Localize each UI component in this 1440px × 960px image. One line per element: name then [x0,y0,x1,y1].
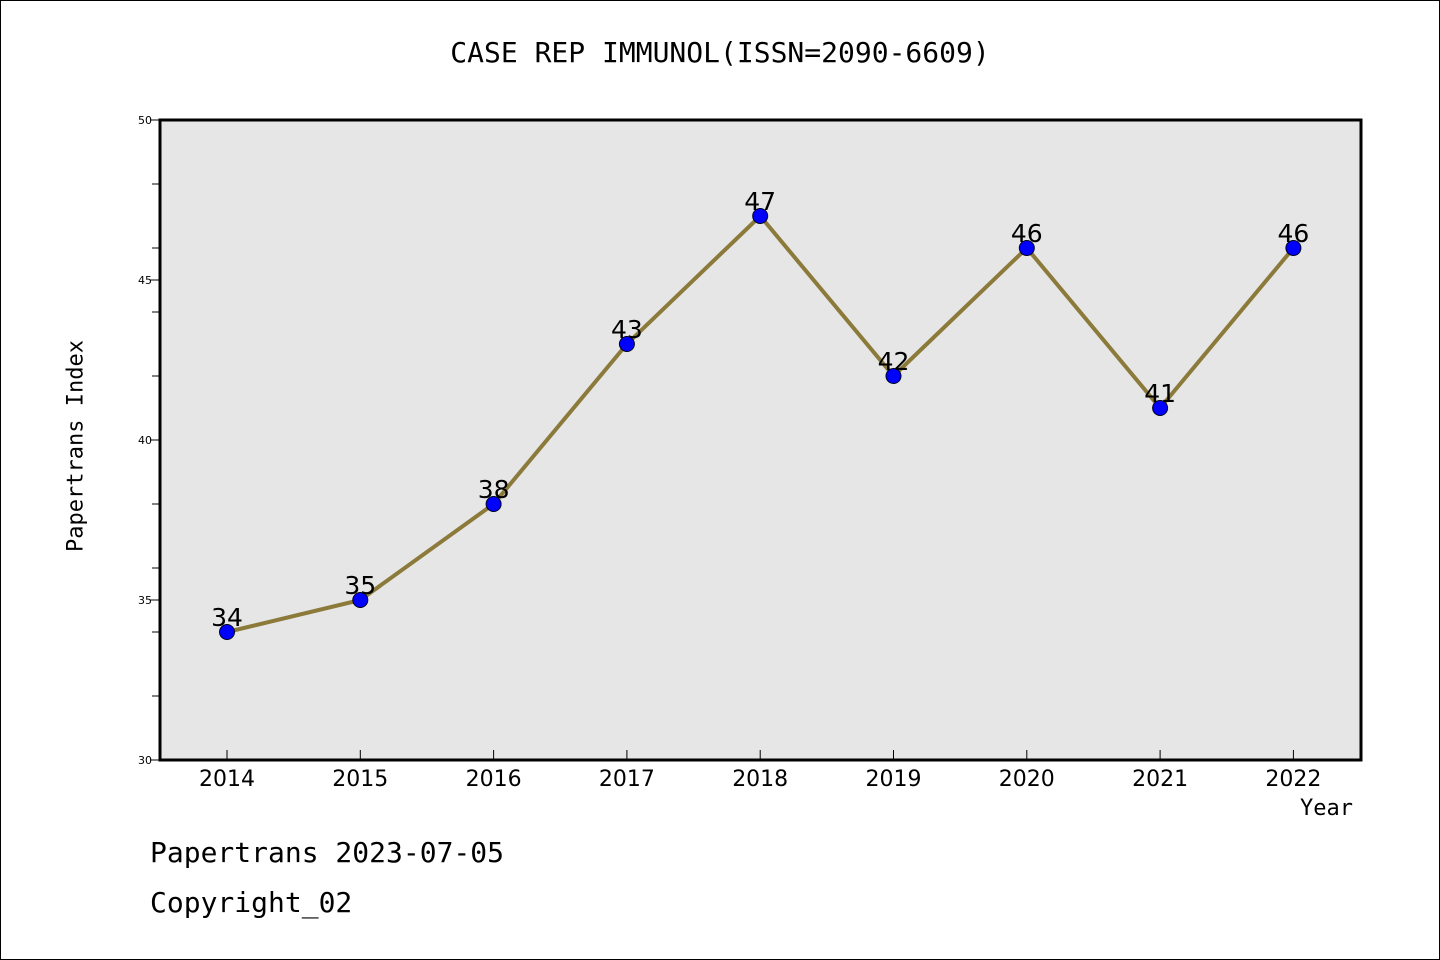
x-tick-label: 2017 [599,767,655,792]
data-point [485,496,502,512]
y-axis: 30 35 40 45 50 [138,114,160,767]
data-label: 38 [478,475,510,504]
plot-area [158,118,1363,762]
y-tick-label: 35 [138,594,152,607]
data-point [752,208,769,224]
data-point [1285,240,1302,256]
x-tick-label: 2014 [199,767,255,792]
x-tick-label: 2020 [999,767,1055,792]
x-axis: 2014 2015 2016 2017 2018 2019 2020 2021 2022 [199,750,1321,792]
y-tick-label: 45 [138,274,152,287]
series-group: 34 35 38 43 47 42 46 41 46 [211,187,1309,640]
data-label: 41 [1144,379,1176,408]
x-tick-label: 2018 [732,767,788,792]
data-point [1018,240,1035,256]
x-axis-label: Year [1300,796,1353,821]
data-label: 43 [611,315,643,344]
x-tick-label: 2016 [466,767,522,792]
footer-date: Papertrans 2023-07-05 [150,836,505,869]
x-tick-label: 2021 [1132,767,1188,792]
x-tick-label: 2015 [332,767,388,792]
data-point [1152,400,1169,416]
data-point [618,336,635,352]
x-tick-label: 2022 [1265,767,1321,792]
data-label: 47 [744,187,776,216]
data-point [885,368,902,384]
data-label: 42 [878,347,910,376]
data-label: 35 [344,571,376,600]
footer-copyright: Copyright_02 [150,886,353,919]
data-label: 46 [1277,219,1309,248]
data-point [352,592,369,608]
chart-title: CASE REP IMMUNOL(ISSN=2090-6609) [450,36,990,69]
data-label: 34 [211,603,243,632]
y-tick-label: 30 [138,754,152,767]
data-label: 46 [1011,219,1043,248]
y-tick-label: 40 [138,434,152,447]
data-point [219,624,235,640]
x-tick-label: 2019 [866,767,922,792]
y-tick-label: 50 [138,114,152,127]
